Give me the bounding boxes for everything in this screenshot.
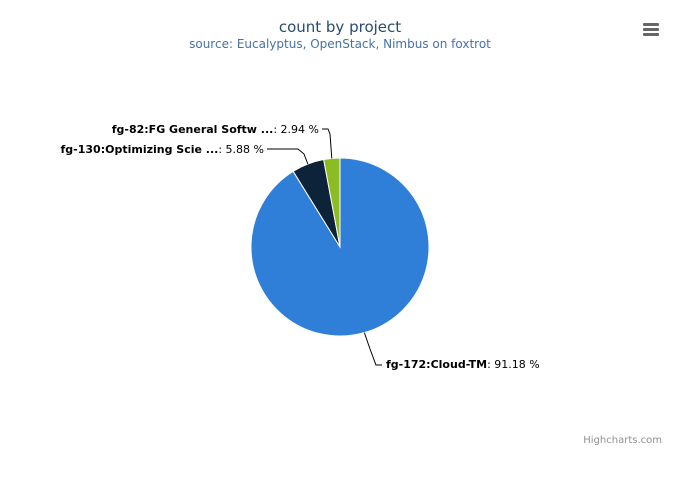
menu-icon-bar <box>643 28 659 31</box>
export-menu-button[interactable] <box>638 19 664 41</box>
data-label: fg-130:Optimizing Scie ...: 5.88 % <box>61 143 264 156</box>
label-connector <box>363 332 382 366</box>
pie-slices <box>250 157 430 337</box>
label-connector <box>322 128 333 159</box>
credits-link[interactable]: Highcharts.com <box>583 435 662 446</box>
data-label: fg-82:FG General Softw ...: 2.94 % <box>112 123 319 136</box>
data-label-name: fg-82:FG General Softw ... <box>112 123 274 136</box>
pie-labels: fg-82:FG General Softw ...: 2.94 % fg-130… <box>61 123 540 371</box>
chart-title: count by project <box>279 18 401 36</box>
chart-subtitle: source: Eucalyptus, OpenStack, Nimbus on… <box>189 37 491 51</box>
data-label-value: : 91.18 % <box>487 358 540 371</box>
data-label-value: : 2.94 % <box>273 123 319 136</box>
label-connector <box>267 148 309 165</box>
data-label-value: : 5.88 % <box>218 143 264 156</box>
hamburger-menu-icon[interactable] <box>643 23 659 36</box>
data-label: fg-172:Cloud-TM: 91.18 % <box>386 358 540 371</box>
menu-icon-bar <box>643 33 659 36</box>
menu-icon-bar <box>643 23 659 26</box>
data-label-name: fg-130:Optimizing Scie ... <box>61 143 219 156</box>
data-label-name: fg-172:Cloud-TM <box>386 358 487 371</box>
